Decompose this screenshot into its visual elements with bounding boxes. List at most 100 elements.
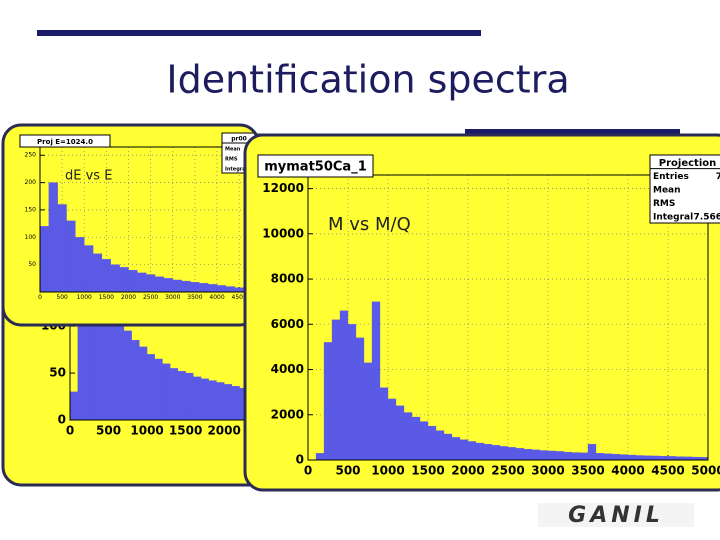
bar: [635, 455, 645, 461]
bar: [339, 310, 349, 461]
bar: [571, 452, 581, 461]
title-box: [19, 134, 111, 148]
bar: [146, 354, 155, 421]
stats-value: 7: [716, 172, 720, 182]
x-tick-label: 1000: [77, 294, 92, 301]
stats-label: Integral: [225, 167, 248, 173]
stats-box: [649, 154, 720, 224]
x-tick-label: 500: [56, 294, 68, 301]
bar: [667, 456, 677, 461]
x-tick-label: 3500: [571, 463, 604, 477]
bar: [177, 371, 186, 421]
bar: [69, 391, 78, 421]
bar: [427, 425, 437, 461]
bar: [595, 453, 605, 461]
y-tick-label: 6000: [271, 317, 304, 331]
decor-line: [465, 129, 680, 135]
decor-line: [37, 30, 481, 36]
y-tick-label: 50: [49, 366, 66, 380]
bar: [379, 387, 389, 461]
stats-label: Mean: [225, 147, 241, 153]
x-tick-label: 5000: [691, 463, 720, 477]
plot-frame: [307, 174, 709, 461]
x-tick-label: 2000: [451, 463, 484, 477]
x-tick-label: 4500: [232, 294, 247, 301]
bar: [131, 340, 140, 421]
bar: [419, 421, 429, 461]
y-tick-label: 100: [25, 234, 37, 241]
x-tick-label: 1000: [130, 423, 163, 437]
stats-label: Integral: [653, 213, 693, 223]
bar: [507, 447, 517, 461]
y-tick-label: 50: [28, 261, 36, 268]
bar: [101, 259, 111, 293]
bar: [403, 412, 413, 461]
y-tick-label: 0: [58, 413, 66, 427]
bar: [190, 282, 200, 293]
y-tick-label: 200: [25, 179, 37, 186]
bar: [643, 455, 653, 461]
y-tick-label: 0: [296, 453, 304, 467]
stats-title: Projection: [659, 158, 716, 169]
bar: [146, 274, 156, 293]
x-tick-label: 3500: [187, 294, 202, 301]
annotation: dE vs E: [65, 169, 112, 184]
bar: [531, 449, 541, 461]
bar: [443, 433, 453, 461]
bar: [587, 444, 597, 461]
bar: [523, 448, 533, 461]
bar: [137, 272, 147, 293]
bar: [539, 450, 549, 461]
bar: [659, 456, 669, 461]
histogram-panel: 0 2000 4000 6000 8000 10000 12000 0 500 1000 1500 2…: [243, 133, 720, 492]
x-tick-label: 1500: [99, 294, 114, 301]
bar: [459, 439, 469, 461]
bar: [371, 301, 381, 461]
logo: GANIL: [568, 503, 664, 528]
x-tick-label: 1000: [371, 463, 404, 477]
logo-bg: [538, 503, 694, 527]
bar: [193, 376, 202, 421]
bar: [48, 182, 58, 293]
panel-border: [243, 133, 720, 492]
panel-content: 0 50 1000 500 1000 1500 2000: [41, 250, 256, 437]
bar: [154, 276, 165, 293]
bar: [579, 452, 589, 461]
bar: [451, 437, 461, 461]
title-box: [257, 154, 374, 178]
bar: [231, 386, 240, 421]
x-tick-label: 2000: [207, 423, 240, 437]
y-tick-label: 150: [25, 206, 37, 213]
x-tick-label: 0: [66, 423, 74, 437]
bar: [475, 442, 485, 461]
x-tick-label: 3000: [165, 294, 180, 301]
bar: [66, 220, 76, 293]
bar: [627, 454, 637, 461]
slide-title: Identification spectra: [166, 58, 569, 102]
bar: [84, 245, 94, 293]
bar: [224, 384, 233, 421]
stats-title: pr00: [231, 136, 247, 143]
bar: [163, 278, 173, 293]
annotation: M vs M/Q: [328, 214, 411, 235]
bar: [234, 287, 244, 293]
x-tick-label: 1500: [169, 423, 202, 437]
bar: [75, 237, 85, 293]
y-tick-label: 4000: [271, 362, 304, 376]
stats-label: RMS: [225, 157, 238, 163]
x-tick-label: 500: [96, 423, 121, 437]
bar: [499, 446, 509, 461]
x-tick-label: 1500: [411, 463, 444, 477]
x-tick-label: 2500: [491, 463, 524, 477]
y-tick-label: 10000: [262, 226, 304, 240]
bar: [123, 330, 132, 421]
x-tick-label: 3000: [531, 463, 564, 477]
bar: [185, 372, 194, 421]
bar: [139, 346, 148, 421]
bar: [208, 380, 217, 421]
bar: [225, 286, 235, 293]
bar: [162, 363, 171, 421]
